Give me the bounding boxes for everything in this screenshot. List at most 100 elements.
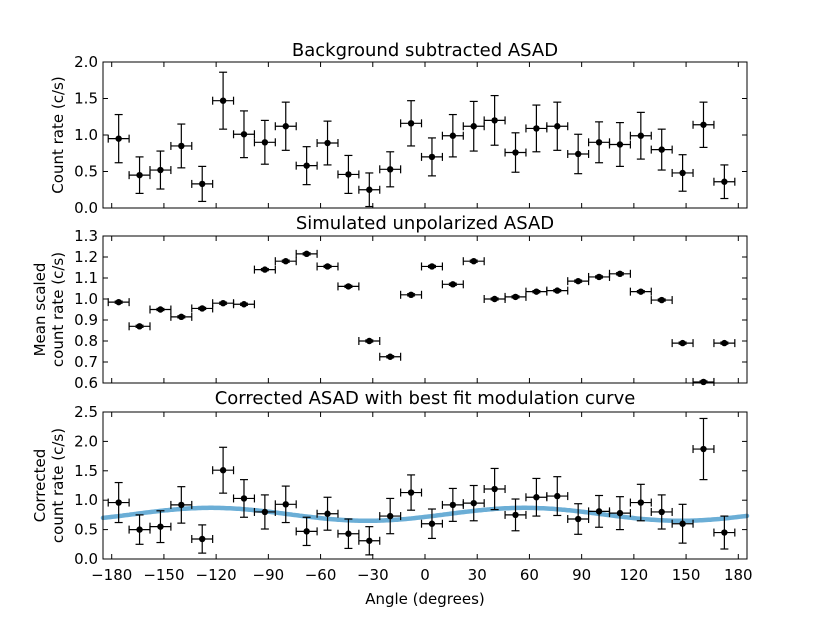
x-tick-label: 0	[420, 566, 430, 584]
point-marker	[449, 281, 457, 288]
data-point	[107, 113, 130, 164]
data-point	[713, 164, 736, 200]
data-point	[274, 257, 297, 266]
data-point	[420, 262, 444, 271]
x-tick-label: 120	[620, 566, 649, 584]
y-tick-label: 0.5	[74, 521, 98, 539]
data-point	[316, 262, 339, 271]
point-marker	[554, 123, 561, 130]
data-point	[629, 483, 652, 522]
point-marker	[721, 339, 728, 347]
data-point	[567, 503, 590, 535]
point-marker	[199, 535, 206, 543]
data-point	[295, 516, 318, 547]
point-marker	[512, 149, 519, 156]
x-tick-label: −60	[305, 566, 337, 584]
data-point	[107, 298, 130, 307]
point-marker	[616, 270, 624, 277]
point-marker	[366, 337, 373, 345]
data-point	[608, 269, 631, 278]
data-point	[191, 304, 214, 313]
data-point	[400, 290, 423, 299]
data-points	[107, 417, 736, 556]
point-marker	[491, 117, 498, 124]
point-marker	[574, 150, 582, 158]
y-tick-label: 1.2	[74, 248, 98, 266]
data-point	[588, 272, 611, 281]
data-point	[232, 479, 256, 518]
y-tick-label: 0.0	[74, 550, 98, 568]
data-point	[420, 508, 444, 540]
point-marker	[637, 288, 645, 295]
point-marker	[261, 508, 269, 516]
y-tick-label: 1.3	[74, 227, 98, 245]
data-point	[650, 494, 673, 530]
point-marker	[219, 467, 227, 474]
data-point	[212, 446, 235, 494]
data-point	[671, 154, 694, 192]
x-tick-label: −90	[253, 566, 285, 584]
point-marker	[700, 445, 707, 453]
point-marker	[136, 171, 143, 179]
data-point	[170, 123, 193, 169]
data-point	[149, 150, 172, 190]
point-marker	[700, 378, 707, 386]
point-marker	[679, 339, 686, 347]
point-marker	[554, 287, 561, 294]
point-marker	[115, 298, 122, 306]
y-axis-label: Count rate (c/s)	[49, 76, 67, 193]
data-point	[504, 132, 527, 173]
data-point	[191, 165, 214, 203]
point-marker	[616, 141, 624, 148]
y-tick-label: 2.5	[74, 403, 98, 421]
y-tick-label: 0.9	[74, 311, 98, 329]
data-point	[358, 526, 381, 556]
x-tick-label: −150	[143, 566, 184, 584]
point-marker	[115, 499, 122, 506]
data-point	[567, 277, 590, 286]
plot-frame	[102, 235, 748, 384]
point-marker	[178, 142, 185, 150]
data-point	[525, 287, 548, 296]
point-marker	[366, 186, 373, 193]
x-axis-ticks: −180 −150 −120 −90 −60 −30 0 30 60 90 120 150 180	[91, 412, 753, 584]
data-point	[567, 133, 590, 175]
point-marker	[721, 529, 728, 536]
data-point	[671, 339, 694, 348]
y-tick-label: 1.5	[74, 90, 98, 108]
y-axis-label-line: Corrected	[31, 449, 49, 523]
data-point	[128, 322, 151, 331]
data-point	[588, 494, 611, 528]
y-tick-label: 1.0	[74, 491, 98, 509]
point-marker	[324, 510, 331, 517]
y-axis-label-line: Mean scaled	[31, 263, 49, 357]
data-points	[107, 249, 736, 386]
point-marker	[491, 295, 498, 303]
point-marker	[282, 258, 289, 265]
y-axis-ticks: 0.0 0.5 1.0 1.5 2.0 2.5	[74, 403, 747, 568]
data-point	[149, 510, 172, 544]
y-axis-ticks: 0.6 0.7 0.8 0.9 1.0 1.1 1.2 1.3	[74, 227, 747, 392]
data-point	[629, 111, 652, 160]
point-marker	[470, 123, 477, 130]
panel-simulated-unpolarized: Simulated unpolarized ASAD 0.6 0.7 0.8 0.9 1…	[31, 213, 748, 392]
data-point	[337, 518, 360, 550]
panel-title: Corrected ASAD with best fit modulation …	[215, 388, 636, 409]
data-point	[379, 497, 402, 535]
data-point	[295, 249, 318, 258]
fit-curve	[100, 505, 750, 524]
y-axis-label-line: count rate (c/s)	[49, 252, 67, 367]
y-tick-label: 1.5	[74, 462, 98, 480]
data-point	[588, 121, 611, 164]
point-marker	[386, 353, 394, 360]
x-tick-label: 180	[724, 566, 753, 584]
data-point	[295, 146, 318, 186]
point-marker	[219, 300, 227, 307]
point-marker	[199, 305, 206, 312]
data-point	[316, 496, 339, 531]
x-tick-label: 150	[672, 566, 701, 584]
data-point	[608, 496, 631, 531]
y-tick-label: 1.1	[74, 269, 98, 287]
point-marker	[595, 273, 603, 281]
point-marker	[261, 139, 269, 146]
